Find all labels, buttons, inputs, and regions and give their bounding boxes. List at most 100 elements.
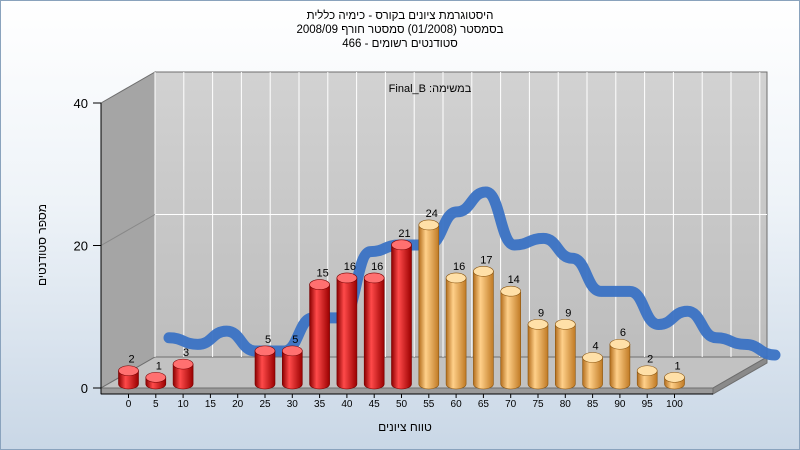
y-tick-label: 0 <box>81 381 88 396</box>
bar-value-label: 24 <box>426 208 438 220</box>
x-tick-label: 95 <box>642 399 654 410</box>
x-tick-label: 70 <box>505 399 517 410</box>
bar-body <box>418 224 440 390</box>
bar-value-label: 16 <box>344 261 356 273</box>
bar-top <box>118 365 139 377</box>
x-tick-label: 20 <box>232 399 244 410</box>
bar-body <box>363 277 385 390</box>
bar-value-label: 17 <box>480 254 492 266</box>
bar-body <box>172 363 194 390</box>
x-tick-label: 100 <box>666 399 683 410</box>
chart-title-line-1: היסטוגרמת ציונים בקורס - כימיה כללית <box>306 10 494 22</box>
histogram-bar <box>473 266 494 390</box>
histogram-bar <box>281 345 303 390</box>
histogram-bar <box>145 372 167 390</box>
bar-body <box>500 290 521 390</box>
histogram-bar <box>391 239 412 390</box>
histogram-bar <box>336 272 358 390</box>
bar-value-label: 6 <box>620 327 626 339</box>
bar-value-label: 21 <box>398 228 410 240</box>
x-tick-label: 85 <box>587 399 599 410</box>
x-tick-label: 0 <box>126 399 132 410</box>
x-tick-label: 45 <box>369 399 381 410</box>
x-tick-label: 80 <box>560 399 572 410</box>
y-tick-label: 20 <box>74 239 88 254</box>
bar-value-label: 5 <box>265 334 271 346</box>
bar-top <box>473 266 494 277</box>
bar-top <box>527 319 549 330</box>
bar-top <box>664 372 685 383</box>
bar-value-label: 16 <box>371 261 383 273</box>
histogram-bar <box>309 279 330 390</box>
bar-body <box>445 277 467 390</box>
x-tick-label: 55 <box>423 399 435 410</box>
bar-top <box>609 338 631 350</box>
bar-body <box>555 324 576 390</box>
bar-value-label: 2 <box>128 354 134 366</box>
x-tick-label: 15 <box>205 399 217 410</box>
x-axis-label: טווח ציונים <box>378 420 432 434</box>
bar-value-label: 5 <box>292 334 298 346</box>
y-axis-label: מספר סטודנטים <box>35 204 49 286</box>
histogram-bar <box>445 272 467 390</box>
x-tick-label: 5 <box>153 399 159 410</box>
bar-value-label: 15 <box>316 268 328 280</box>
bar-body <box>282 350 303 390</box>
bar-value-label: 3 <box>183 347 189 359</box>
bar-top <box>554 319 576 330</box>
bar-value-label: 9 <box>565 307 571 319</box>
x-tick-label: 30 <box>287 399 299 410</box>
y-tick-label: 40 <box>74 96 88 111</box>
histogram-bar <box>500 285 522 390</box>
bar-top <box>172 358 194 370</box>
bar-value-label: 9 <box>538 307 544 319</box>
histogram-bar <box>254 345 276 390</box>
chart-title-line-3: 466 - סטודנטים רשומים <box>342 38 458 50</box>
bar-value-label: 4 <box>593 340 599 352</box>
bar-top <box>445 272 467 284</box>
bar-top <box>636 365 658 377</box>
bar-body <box>582 357 603 390</box>
histogram-bar <box>418 219 440 390</box>
x-tick-label: 65 <box>478 399 490 410</box>
histogram-bar <box>363 272 385 390</box>
bar-top <box>363 272 385 284</box>
chart-annotation: Final_B :במשימה <box>389 83 472 95</box>
x-tick-label: 25 <box>259 399 271 410</box>
bar-top <box>145 372 167 383</box>
x-tick-label: 40 <box>341 399 353 410</box>
bar-top <box>582 352 603 363</box>
bar-value-label: 14 <box>508 274 520 286</box>
histogram-bar <box>664 372 685 390</box>
bar-value-label: 1 <box>156 360 162 372</box>
bar-body <box>609 343 631 390</box>
chart-title-line-2: בסמסטר (01/2008) סמסטר חורף 2008/09 <box>296 24 504 36</box>
bar-body <box>527 324 549 390</box>
histogram-bar <box>172 358 194 390</box>
bar-body <box>336 277 358 390</box>
histogram-bar <box>118 365 139 390</box>
histogram-bar <box>609 338 631 390</box>
floor-edge-side <box>712 356 768 395</box>
bar-body <box>309 284 330 390</box>
bar-body <box>391 244 412 390</box>
bar-top <box>309 279 330 290</box>
histogram-bar <box>636 365 658 390</box>
bar-value-label: 2 <box>647 354 653 366</box>
bar-value-label: 16 <box>453 261 465 273</box>
histogram-bar <box>527 319 549 390</box>
bar-body <box>254 350 276 390</box>
gridline-wall <box>100 214 156 246</box>
x-tick-label: 50 <box>396 399 408 410</box>
x-tick-label: 90 <box>614 399 626 410</box>
bar-top <box>336 272 358 284</box>
histogram-bar <box>554 319 576 390</box>
x-tick-label: 75 <box>532 399 544 410</box>
bar-top <box>254 345 276 357</box>
bar-body <box>473 271 494 390</box>
bar-top <box>281 345 303 357</box>
histogram-bar <box>582 352 603 390</box>
x-tick-label: 60 <box>451 399 463 410</box>
x-tick-label: 35 <box>314 399 326 410</box>
